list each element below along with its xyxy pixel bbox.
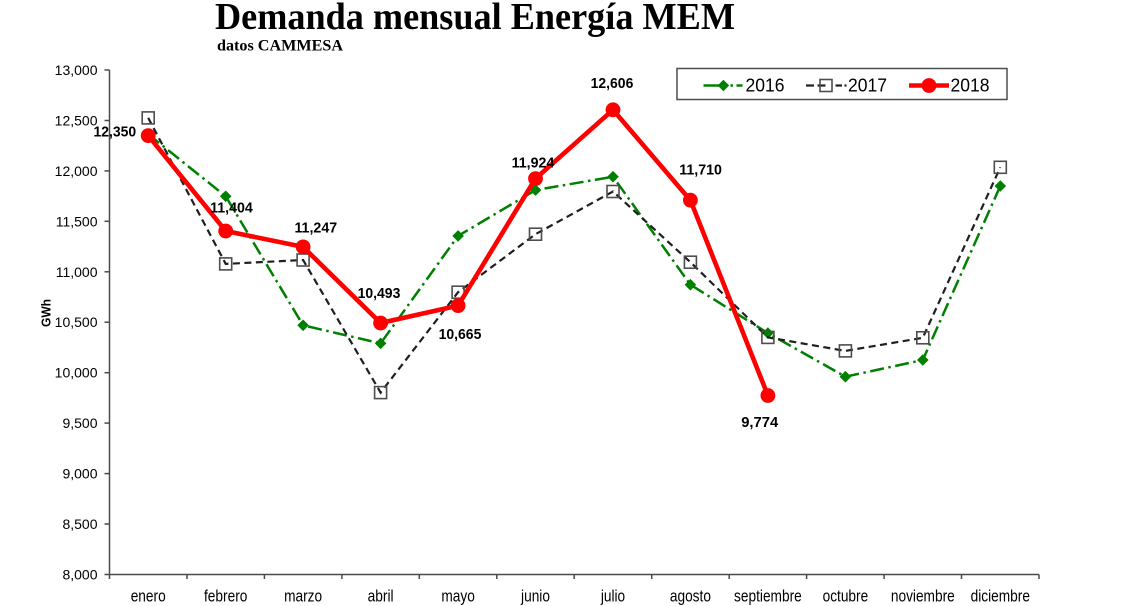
svg-text:10,665: 10,665	[439, 326, 482, 343]
svg-text:diciembre: diciembre	[971, 587, 1030, 606]
svg-text:julio: julio	[600, 587, 625, 606]
svg-text:12,606: 12,606	[591, 75, 634, 92]
svg-text:2016: 2016	[746, 76, 785, 96]
svg-text:mayo: mayo	[441, 587, 475, 606]
svg-text:10,000: 10,000	[55, 365, 98, 381]
svg-text:12,500: 12,500	[55, 113, 98, 129]
svg-text:GWh: GWh	[39, 299, 54, 327]
svg-text:agosto: agosto	[670, 587, 711, 606]
svg-text:12,000: 12,000	[55, 163, 98, 179]
svg-text:noviembre: noviembre	[891, 587, 955, 606]
svg-text:octubre: octubre	[823, 587, 869, 606]
svg-text:febrero: febrero	[204, 587, 247, 606]
svg-text:11,404: 11,404	[210, 200, 253, 217]
svg-text:2018: 2018	[951, 76, 990, 96]
svg-text:11,247: 11,247	[294, 220, 337, 237]
svg-text:8,000: 8,000	[62, 567, 97, 583]
svg-text:2017: 2017	[848, 76, 887, 96]
svg-text:marzo: marzo	[284, 587, 322, 606]
svg-text:11,500: 11,500	[56, 213, 98, 229]
svg-text:9,774: 9,774	[741, 414, 779, 431]
svg-text:Demanda mensual Energía MEM: Demanda mensual Energía MEM	[215, 0, 735, 38]
svg-text:abril: abril	[368, 587, 394, 606]
svg-text:13,000: 13,000	[55, 62, 98, 78]
svg-text:8,500: 8,500	[62, 516, 97, 532]
svg-text:10,500: 10,500	[55, 314, 98, 330]
svg-text:datos CAMMESA: datos CAMMESA	[217, 38, 343, 55]
svg-text:septiembre: septiembre	[734, 587, 802, 606]
svg-text:9,000: 9,000	[62, 466, 97, 482]
svg-text:11,710: 11,710	[679, 162, 722, 179]
svg-text:junio: junio	[520, 587, 550, 606]
svg-text:10,493: 10,493	[358, 285, 401, 302]
svg-text:11,924: 11,924	[512, 155, 555, 172]
svg-text:enero: enero	[131, 587, 166, 606]
svg-text:9,500: 9,500	[62, 415, 97, 431]
svg-text:11,000: 11,000	[56, 264, 98, 280]
svg-text:12,350: 12,350	[94, 124, 137, 141]
